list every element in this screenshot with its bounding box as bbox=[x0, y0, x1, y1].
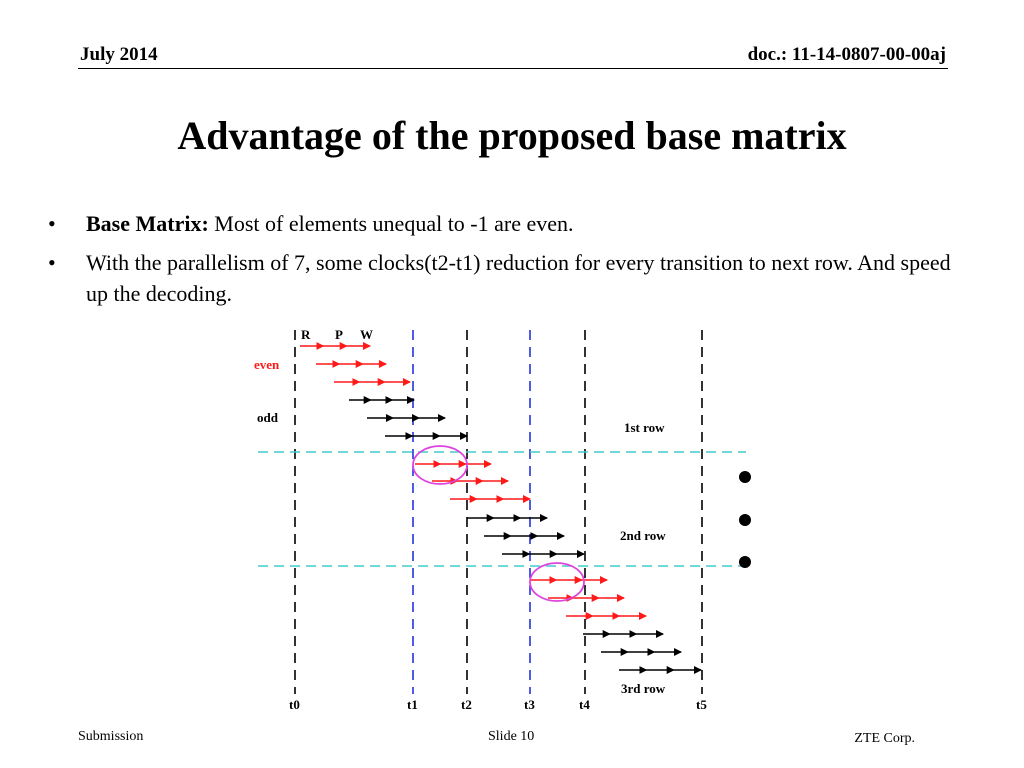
bullet-bold-text: Base Matrix: bbox=[86, 211, 209, 236]
bullet-dot: • bbox=[48, 211, 56, 236]
footer-company: ZTE Corp. bbox=[854, 731, 915, 746]
stage-label-r: R bbox=[301, 327, 311, 342]
row-label-2nd: 2nd row bbox=[620, 528, 666, 543]
ellipsis-dot bbox=[739, 556, 751, 568]
even-label: even bbox=[254, 357, 280, 372]
time-label-t1: t1 bbox=[407, 697, 418, 712]
ellipsis-dot bbox=[739, 471, 751, 483]
bullet-item: • Base Matrix: Most of elements unequal … bbox=[48, 208, 978, 239]
bullet-item: • With the parallelism of 7, some clocks… bbox=[48, 247, 978, 309]
bullet-dot: • bbox=[48, 250, 56, 275]
time-label-t5: t5 bbox=[696, 697, 707, 712]
header-rule bbox=[78, 68, 948, 69]
header-doc-id: doc.: 11-14-0807-00-00aj bbox=[747, 44, 946, 65]
footer-submission: Submission bbox=[78, 729, 144, 744]
odd-label: odd bbox=[257, 410, 279, 425]
stage-label-w: W bbox=[360, 327, 373, 342]
bullet-text: Most of elements unequal to -1 are even. bbox=[208, 211, 574, 236]
pipeline-diagram: R P W even odd 1st row 2nd row 3rd row t… bbox=[254, 327, 751, 712]
pipeline-arrows bbox=[300, 342, 702, 674]
overlap-ellipse-2 bbox=[529, 562, 585, 602]
overlap-ellipse-1 bbox=[412, 445, 468, 485]
time-divider-lines bbox=[294, 330, 703, 694]
bullet-list: • Base Matrix: Most of elements unequal … bbox=[48, 208, 978, 317]
row-separator-lines bbox=[258, 451, 746, 567]
bullet-text: With the parallelism of 7, some clocks(t… bbox=[86, 250, 951, 306]
stage-label-p: P bbox=[335, 327, 343, 342]
time-label-t4: t4 bbox=[579, 697, 590, 712]
row-label-1st: 1st row bbox=[624, 420, 665, 435]
header-date: July 2014 bbox=[80, 44, 158, 65]
ellipsis-dots bbox=[739, 471, 751, 568]
footer-slide-number: Slide 10 bbox=[488, 729, 535, 744]
ellipsis-dot bbox=[739, 514, 751, 526]
time-label-t3: t3 bbox=[524, 697, 535, 712]
row-label-3rd: 3rd row bbox=[621, 681, 666, 696]
slide-title: Advantage of the proposed base matrix bbox=[177, 113, 847, 158]
time-label-t2: t2 bbox=[461, 697, 472, 712]
time-label-t0: t0 bbox=[289, 697, 300, 712]
